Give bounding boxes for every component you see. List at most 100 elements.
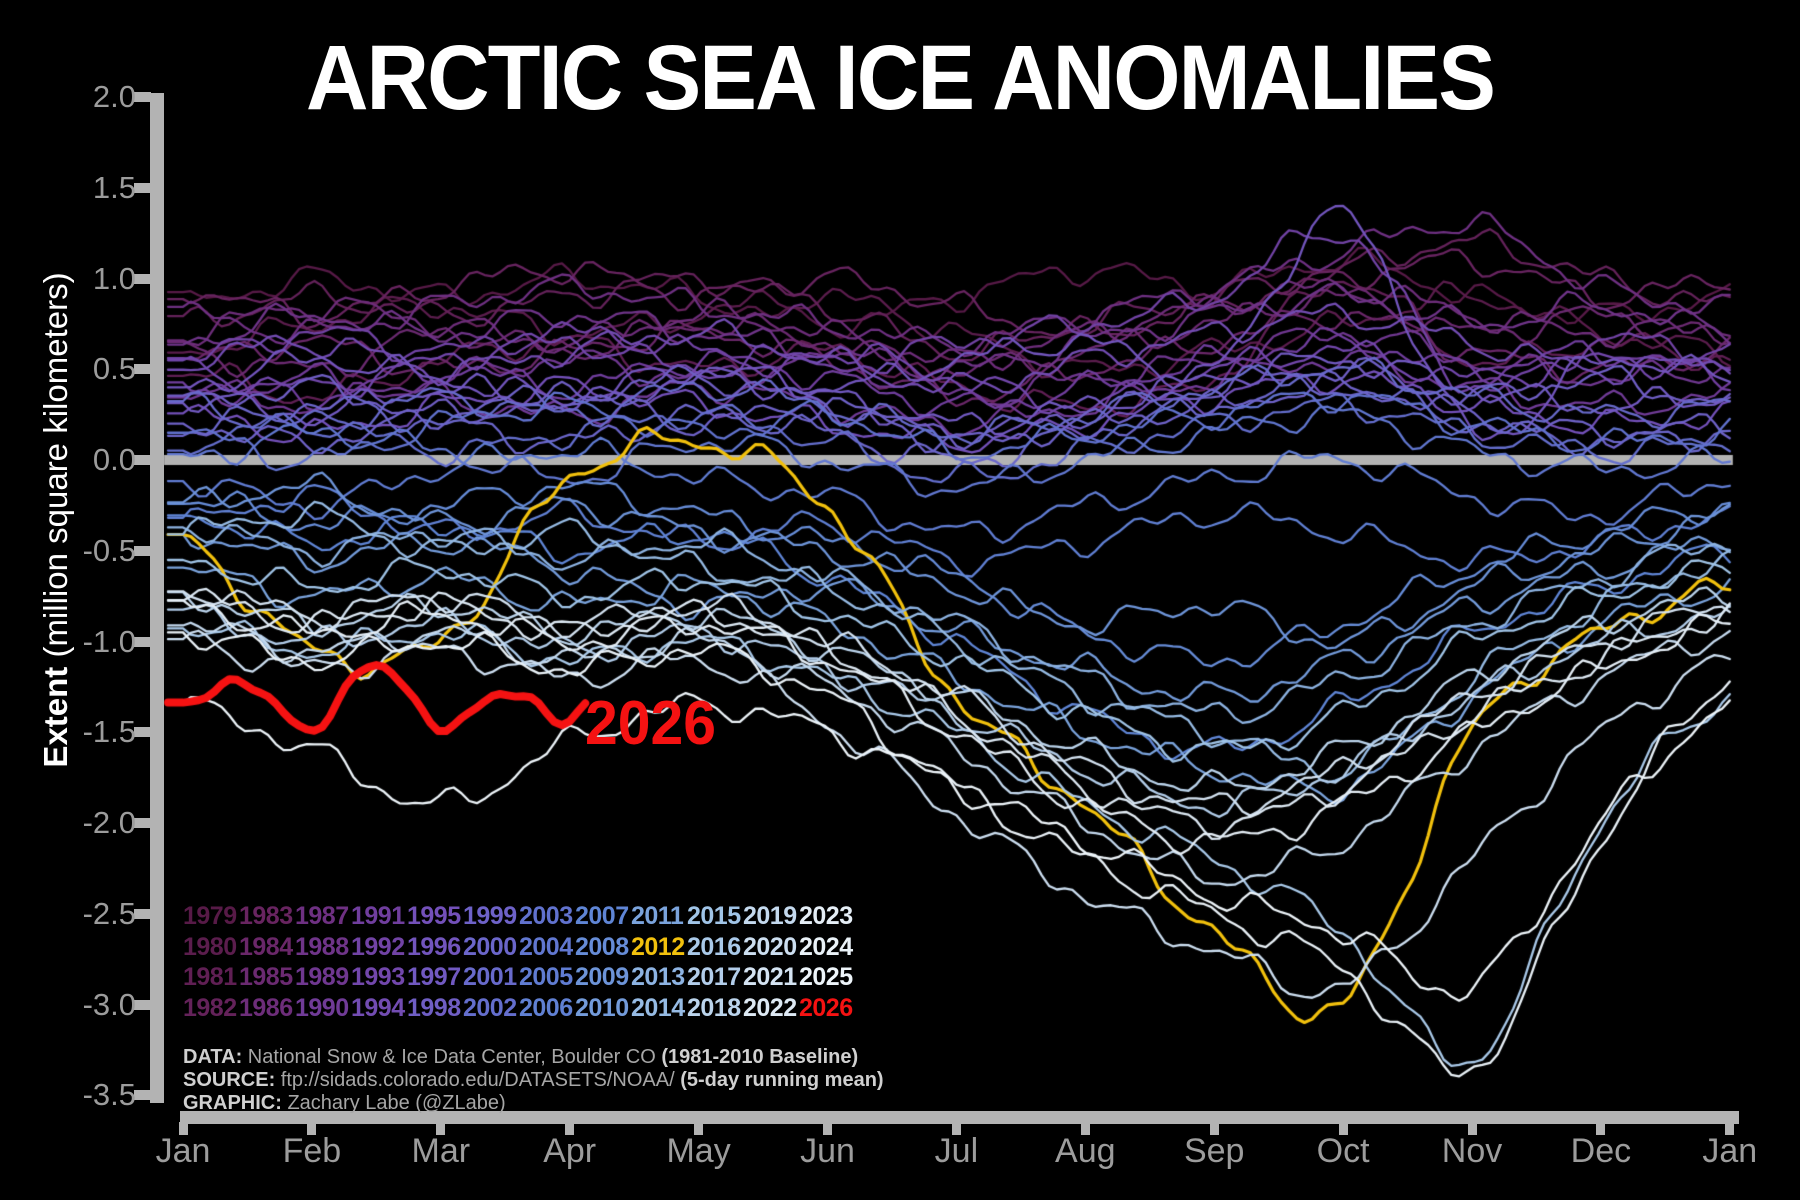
- x-tick-label: Jun: [800, 1132, 855, 1170]
- x-tick-label: Jul: [934, 1132, 979, 1170]
- legend-row: 1981198519891993199720012005200920132017…: [183, 963, 855, 992]
- legend-year-1993: 1993: [351, 963, 405, 991]
- legend-year-1992: 1992: [351, 932, 405, 961]
- x-tick-mark: [436, 1122, 446, 1135]
- y-tick-label: 1.5: [92, 169, 136, 205]
- x-tick-mark: [565, 1122, 575, 1135]
- y-tick-mark: [134, 455, 151, 465]
- y-axis-title-bold: Extent: [37, 666, 74, 768]
- legend-year-2006: 2006: [519, 993, 573, 1022]
- legend-year-1995: 1995: [407, 902, 461, 930]
- y-tick-mark: [134, 182, 151, 193]
- credit-data-baseline: (1981-2010 Baseline): [661, 1046, 859, 1068]
- x-tick-mark: [1209, 1122, 1219, 1135]
- x-tick-label: Dec: [1570, 1132, 1632, 1170]
- legend-year-1996: 1996: [407, 932, 461, 961]
- legend-year-2003: 2003: [519, 902, 573, 930]
- x-tick-label: Jan: [155, 1132, 211, 1170]
- legend-row: 1982198619901994199820022006201020142018…: [183, 994, 855, 1023]
- y-tick-mark: [134, 818, 151, 828]
- y-tick-label: 0.5: [92, 351, 136, 387]
- legend-year-2008: 2008: [575, 932, 629, 961]
- x-tick-label: Jan: [1702, 1132, 1758, 1170]
- y-tick-label: -3.5: [82, 1077, 136, 1113]
- y-tick-label: -1.5: [82, 714, 136, 750]
- credit-source-label: SOURCE:: [183, 1069, 276, 1091]
- y-tick-mark: [134, 273, 151, 284]
- legend-year-1997: 1997: [407, 963, 461, 991]
- credit-data-text: National Snow & Ice Data Center, Boulder…: [242, 1046, 662, 1068]
- x-tick-mark: [694, 1122, 704, 1135]
- legend-year-1990: 1990: [295, 993, 349, 1022]
- y-tick-mark: [134, 908, 151, 919]
- x-tick-label: Apr: [543, 1132, 597, 1170]
- legend-year-2009: 2009: [575, 963, 629, 991]
- x-tick-mark: [1596, 1122, 1606, 1135]
- legend-year-2013: 2013: [631, 963, 685, 991]
- page-title: ARCTIC SEA ICE ANOMALIES: [305, 27, 1496, 129]
- legend-year-2024: 2024: [799, 932, 853, 961]
- y-tick-mark: [134, 1090, 151, 1101]
- x-tick-mark: [823, 1122, 832, 1135]
- legend-year-1981: 1981: [183, 963, 237, 991]
- y-axis-title-units: (million square kilometers): [37, 272, 74, 667]
- legend-year-2004: 2004: [519, 932, 573, 961]
- credit-data-label: DATA:: [183, 1046, 243, 1068]
- x-tick-mark: [1080, 1122, 1090, 1135]
- y-tick-mark: [134, 545, 151, 556]
- legend-year-1979: 1979: [183, 902, 237, 930]
- legend-row: 1980198419881992199620002004200820122016…: [183, 933, 855, 962]
- label-2026-annotation: 2026: [585, 689, 717, 758]
- legend-year-2017: 2017: [687, 963, 741, 991]
- legend-year-2023: 2023: [799, 902, 853, 930]
- legend-year-2005: 2005: [519, 963, 573, 991]
- legend-year-2007: 2007: [575, 902, 629, 930]
- y-tick-label: -2.0: [82, 805, 136, 840]
- legend-year-2019: 2019: [743, 902, 797, 930]
- x-tick-mark: [178, 1122, 188, 1135]
- x-tick-label: Mar: [411, 1132, 471, 1170]
- y-tick-label: -0.5: [82, 532, 136, 568]
- legend-year-1999: 1999: [463, 902, 517, 930]
- x-tick-label: Nov: [1441, 1132, 1503, 1170]
- legend-year-1988: 1988: [295, 932, 349, 961]
- y-tick-label: 0.0: [92, 442, 136, 477]
- x-tick-label: Feb: [282, 1132, 342, 1170]
- legend-year-2000: 2000: [463, 932, 517, 961]
- legend-year-2012: 2012: [631, 932, 685, 961]
- y-tick-label: -1.0: [82, 623, 136, 659]
- legend-year-1986: 1986: [239, 993, 293, 1022]
- y-axis-title: Extent (million square kilometers): [37, 272, 75, 767]
- legend-year-1980: 1980: [183, 932, 237, 961]
- legend-year-2018: 2018: [687, 993, 741, 1022]
- legend-year-2020: 2020: [743, 932, 797, 961]
- legend-year-1994: 1994: [351, 993, 405, 1022]
- credit-data-line: DATA: National Snow & Ice Data Center, B…: [183, 1046, 858, 1069]
- y-tick-mark: [134, 636, 151, 647]
- credit-graphic-line: GRAPHIC: Zachary Labe (@ZLabe): [183, 1092, 506, 1115]
- y-tick-label: 2.0: [92, 79, 136, 114]
- legend-year-2014: 2014: [631, 993, 685, 1022]
- x-tick-mark: [1338, 1122, 1348, 1135]
- x-tick-label: Aug: [1055, 1132, 1116, 1170]
- y-tick-mark: [134, 364, 151, 375]
- legend-year-2015: 2015: [687, 902, 741, 930]
- y-tick-label: -3.0: [82, 986, 136, 1022]
- x-tick-mark: [1467, 1122, 1477, 1135]
- y-tick-mark: [134, 999, 151, 1010]
- legend-year-2001: 2001: [463, 963, 517, 991]
- x-tick-label: May: [666, 1132, 731, 1170]
- legend-year-2010: 2010: [575, 993, 629, 1022]
- legend-year-1991: 1991: [351, 902, 405, 930]
- legend-year-2016: 2016: [687, 932, 741, 961]
- legend-year-2011: 2011: [631, 902, 684, 930]
- legend-year-2021: 2021: [743, 963, 797, 991]
- x-tick-label: Sep: [1183, 1132, 1245, 1170]
- legend-year-2026: 2026: [799, 993, 853, 1022]
- legend-year-2002: 2002: [463, 993, 517, 1022]
- legend-year-2022: 2022: [743, 993, 797, 1022]
- x-tick-mark: [307, 1122, 317, 1135]
- credit-source-mean: (5-day running mean): [680, 1069, 884, 1091]
